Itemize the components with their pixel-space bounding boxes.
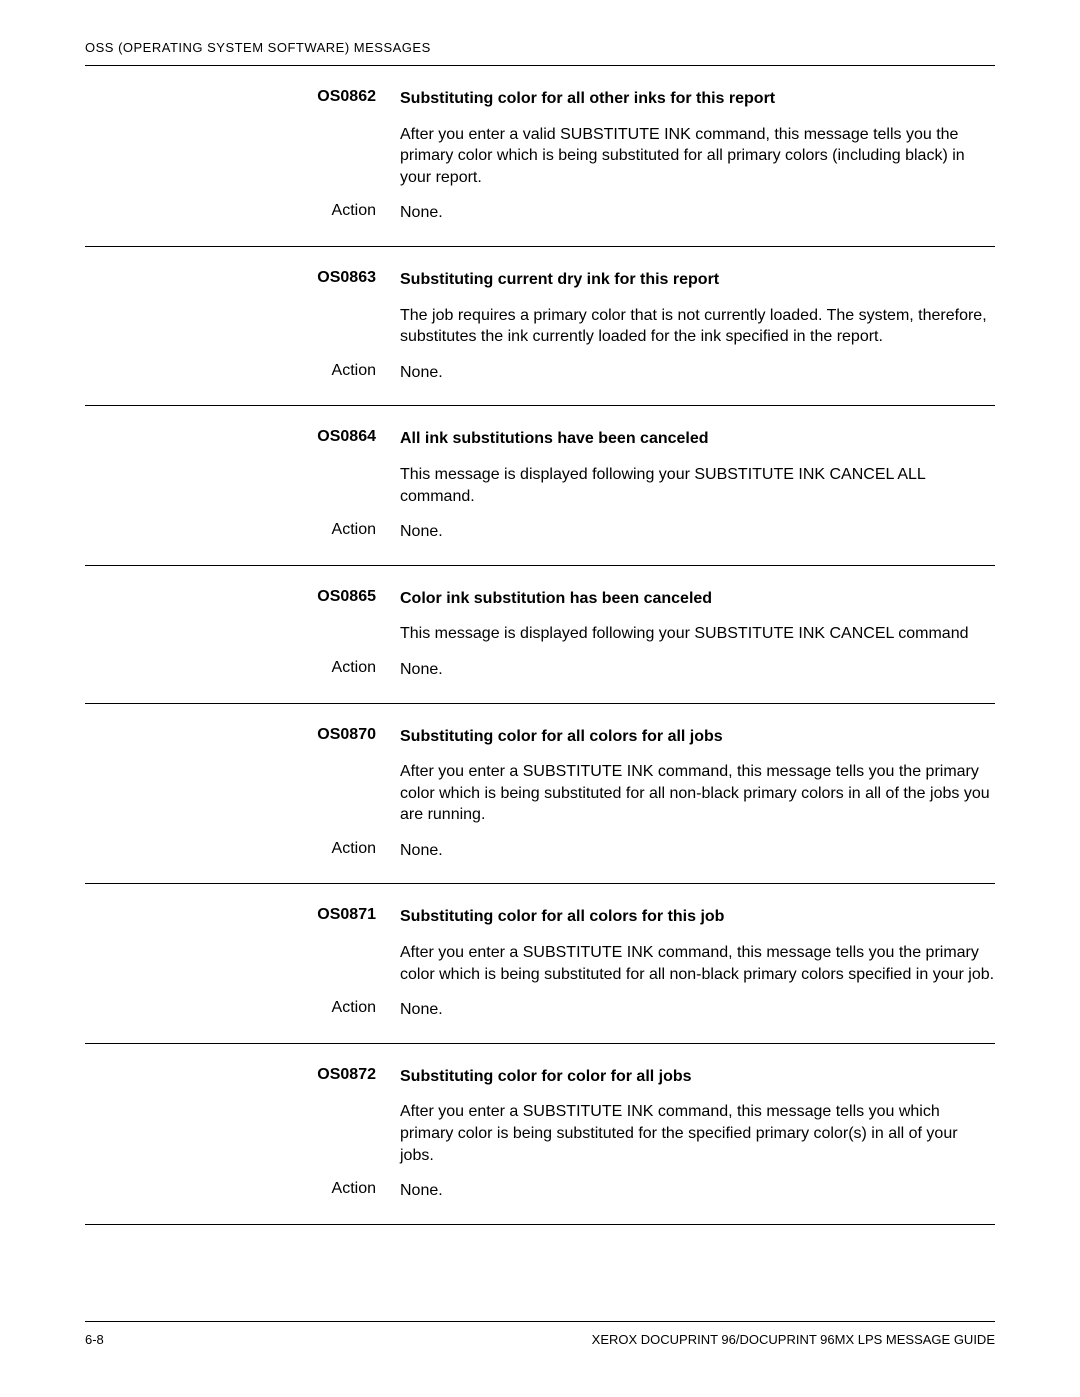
- message-entry: OS0871Substituting color for all colors …: [85, 906, 995, 1043]
- message-description: The job requires a primary color that is…: [400, 305, 995, 348]
- action-value: None.: [400, 202, 995, 224]
- message-entry: OS0864All ink substitutions have been ca…: [85, 428, 995, 565]
- entry-description-row: After you enter a valid SUBSTITUTE INK c…: [85, 124, 995, 189]
- doc-title: XEROX DOCUPRINT 96/DOCUPRINT 96MX LPS ME…: [592, 1332, 995, 1347]
- message-code: OS0870: [85, 726, 400, 744]
- message-entry: OS0865Color ink substitution has been ca…: [85, 588, 995, 704]
- message-entry: OS0872Substituting color for color for a…: [85, 1066, 995, 1225]
- entry-action-row: ActionNone.: [85, 840, 995, 862]
- action-value: None.: [400, 659, 995, 681]
- message-entry: OS0862Substituting color for all other i…: [85, 88, 995, 247]
- action-label: Action: [85, 1180, 400, 1198]
- footer-row: 6-8 XEROX DOCUPRINT 96/DOCUPRINT 96MX LP…: [85, 1332, 995, 1347]
- message-description: This message is displayed following your…: [400, 623, 995, 645]
- entries-container: OS0862Substituting color for all other i…: [85, 88, 995, 1225]
- message-code: OS0872: [85, 1066, 400, 1084]
- page-footer: 6-8 XEROX DOCUPRINT 96/DOCUPRINT 96MX LP…: [85, 1321, 995, 1347]
- entry-title-row: OS0864All ink substitutions have been ca…: [85, 428, 995, 450]
- entry-description-row: After you enter a SUBSTITUTE INK command…: [85, 1101, 995, 1166]
- entry-action-row: ActionNone.: [85, 521, 995, 543]
- action-value: None.: [400, 840, 995, 862]
- entry-action-row: ActionNone.: [85, 659, 995, 681]
- message-entry: OS0863Substituting current dry ink for t…: [85, 269, 995, 406]
- document-page: OSS (OPERATING SYSTEM SOFTWARE) MESSAGES…: [0, 0, 1080, 1397]
- entry-title-row: OS0870Substituting color for all colors …: [85, 726, 995, 748]
- entry-description-row: After you enter a SUBSTITUTE INK command…: [85, 761, 995, 826]
- action-label: Action: [85, 202, 400, 220]
- message-description: After you enter a valid SUBSTITUTE INK c…: [400, 124, 995, 189]
- message-title: All ink substitutions have been canceled: [400, 428, 995, 450]
- entry-action-row: ActionNone.: [85, 202, 995, 224]
- entry-description-row: The job requires a primary color that is…: [85, 305, 995, 348]
- action-label: Action: [85, 659, 400, 677]
- page-header: OSS (OPERATING SYSTEM SOFTWARE) MESSAGES: [85, 40, 995, 55]
- entry-action-row: ActionNone.: [85, 999, 995, 1021]
- action-value: None.: [400, 1180, 995, 1202]
- message-code: OS0864: [85, 428, 400, 446]
- action-label: Action: [85, 362, 400, 380]
- header-rule: [85, 65, 995, 66]
- action-label: Action: [85, 521, 400, 539]
- entry-description-row: After you enter a SUBSTITUTE INK command…: [85, 942, 995, 985]
- action-value: None.: [400, 362, 995, 384]
- page-number: 6-8: [85, 1332, 104, 1347]
- entry-action-row: ActionNone.: [85, 1180, 995, 1202]
- message-title: Substituting color for all colors for th…: [400, 906, 995, 928]
- message-entry: OS0870Substituting color for all colors …: [85, 726, 995, 885]
- entry-title-row: OS0865Color ink substitution has been ca…: [85, 588, 995, 610]
- entry-title-row: OS0871Substituting color for all colors …: [85, 906, 995, 928]
- action-label: Action: [85, 999, 400, 1017]
- entry-title-row: OS0863Substituting current dry ink for t…: [85, 269, 995, 291]
- action-label: Action: [85, 840, 400, 858]
- entry-title-row: OS0872Substituting color for color for a…: [85, 1066, 995, 1088]
- message-code: OS0863: [85, 269, 400, 287]
- action-value: None.: [400, 999, 995, 1021]
- message-title: Substituting color for color for all job…: [400, 1066, 995, 1088]
- message-title: Substituting color for all colors for al…: [400, 726, 995, 748]
- entry-description-row: This message is displayed following your…: [85, 623, 995, 645]
- entry-description-row: This message is displayed following your…: [85, 464, 995, 507]
- message-title: Substituting color for all other inks fo…: [400, 88, 995, 110]
- message-description: After you enter a SUBSTITUTE INK command…: [400, 942, 995, 985]
- message-title: Color ink substitution has been canceled: [400, 588, 995, 610]
- footer-rule: [85, 1321, 995, 1322]
- message-description: This message is displayed following your…: [400, 464, 995, 507]
- action-value: None.: [400, 521, 995, 543]
- message-description: After you enter a SUBSTITUTE INK command…: [400, 1101, 995, 1166]
- message-code: OS0862: [85, 88, 400, 106]
- message-description: After you enter a SUBSTITUTE INK command…: [400, 761, 995, 826]
- entry-title-row: OS0862Substituting color for all other i…: [85, 88, 995, 110]
- message-code: OS0871: [85, 906, 400, 924]
- message-title: Substituting current dry ink for this re…: [400, 269, 995, 291]
- entry-action-row: ActionNone.: [85, 362, 995, 384]
- message-code: OS0865: [85, 588, 400, 606]
